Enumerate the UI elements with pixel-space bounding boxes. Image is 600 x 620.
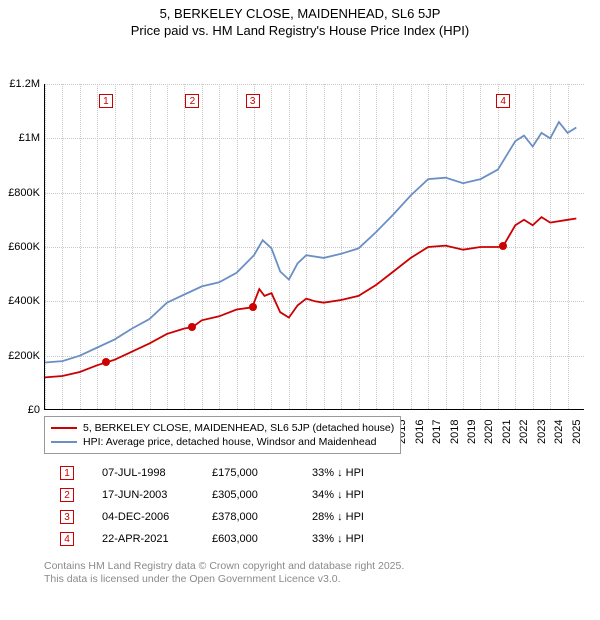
- sale-dot-3: [249, 303, 257, 311]
- footer-line2: This data is licensed under the Open Gov…: [44, 573, 404, 586]
- y-axis-label: £0: [0, 404, 40, 416]
- footer-attribution: Contains HM Land Registry data © Crown c…: [44, 560, 404, 586]
- sale-marker-1: 1: [99, 94, 113, 108]
- legend-label: HPI: Average price, detached house, Wind…: [83, 435, 376, 449]
- x-axis-label: 2021: [501, 420, 513, 444]
- sales-row-date: 22-APR-2021: [102, 533, 212, 545]
- y-axis-label: £1.2M: [0, 78, 40, 90]
- footer-line1: Contains HM Land Registry data © Crown c…: [44, 560, 404, 573]
- sales-row-delta: 33% ↓ HPI: [312, 467, 412, 479]
- legend-swatch: [51, 427, 77, 429]
- x-axis-label: 2023: [536, 420, 548, 444]
- sales-row-date: 07-JUL-1998: [102, 467, 212, 479]
- sale-marker-4: 4: [496, 94, 510, 108]
- series-hpi: [45, 122, 576, 363]
- sales-row-price: £603,000: [212, 533, 312, 545]
- x-axis-label: 2025: [571, 420, 583, 444]
- sales-row-date: 04-DEC-2006: [102, 511, 212, 523]
- sales-row-price: £378,000: [212, 511, 312, 523]
- chart-title-block: 5, BERKELEY CLOSE, MAIDENHEAD, SL6 5JP P…: [0, 0, 600, 40]
- legend-label: 5, BERKELEY CLOSE, MAIDENHEAD, SL6 5JP (…: [83, 421, 394, 435]
- legend-row: HPI: Average price, detached house, Wind…: [51, 435, 394, 449]
- sale-dot-4: [499, 242, 507, 250]
- sale-dot-2: [188, 323, 196, 331]
- x-axis-label: 2017: [431, 420, 443, 444]
- sales-row-delta: 33% ↓ HPI: [312, 533, 412, 545]
- legend: 5, BERKELEY CLOSE, MAIDENHEAD, SL6 5JP (…: [44, 416, 401, 454]
- y-axis-label: £800K: [0, 187, 40, 199]
- sales-row: 1 07-JUL-1998£175,00033% ↓ HPI: [60, 462, 412, 484]
- legend-swatch: [51, 441, 77, 443]
- sales-row-price: £175,000: [212, 467, 312, 479]
- chart-title-line2: Price paid vs. HM Land Registry's House …: [0, 23, 600, 38]
- chart-title-line1: 5, BERKELEY CLOSE, MAIDENHEAD, SL6 5JP: [0, 6, 600, 21]
- sales-row-delta: 28% ↓ HPI: [312, 511, 412, 523]
- x-axis-label: 2024: [553, 420, 565, 444]
- x-axis-label: 2020: [483, 420, 495, 444]
- sale-marker-3: 3: [246, 94, 260, 108]
- sales-row: 4 22-APR-2021£603,00033% ↓ HPI: [60, 528, 412, 550]
- sales-row-price: £305,000: [212, 489, 312, 501]
- y-axis-label: £200K: [0, 350, 40, 362]
- sales-table: 107-JUL-1998£175,00033% ↓ HPI217-JUN-200…: [60, 462, 412, 550]
- sale-dot-1: [102, 358, 110, 366]
- y-axis-label: £1M: [0, 132, 40, 144]
- sale-marker-2: 2: [185, 94, 199, 108]
- plot-area: 1 2 3 4: [44, 84, 584, 410]
- sales-row-marker: 1: [60, 466, 74, 480]
- x-axis-label: 2022: [518, 420, 530, 444]
- sales-row: 3 04-DEC-2006£378,00028% ↓ HPI: [60, 506, 412, 528]
- x-axis-label: 2016: [414, 420, 426, 444]
- sales-row-marker: 2: [60, 488, 74, 502]
- y-axis-label: £400K: [0, 295, 40, 307]
- series-price_paid: [45, 217, 576, 377]
- sales-row-marker: 3: [60, 510, 74, 524]
- sales-row: 2 17-JUN-2003£305,00034% ↓ HPI: [60, 484, 412, 506]
- sales-row-delta: 34% ↓ HPI: [312, 489, 412, 501]
- x-axis-label: 2018: [449, 420, 461, 444]
- x-axis-label: 2019: [466, 420, 478, 444]
- y-axis-label: £600K: [0, 241, 40, 253]
- sales-row-date: 17-JUN-2003: [102, 489, 212, 501]
- legend-row: 5, BERKELEY CLOSE, MAIDENHEAD, SL6 5JP (…: [51, 421, 394, 435]
- sales-row-marker: 4: [60, 532, 74, 546]
